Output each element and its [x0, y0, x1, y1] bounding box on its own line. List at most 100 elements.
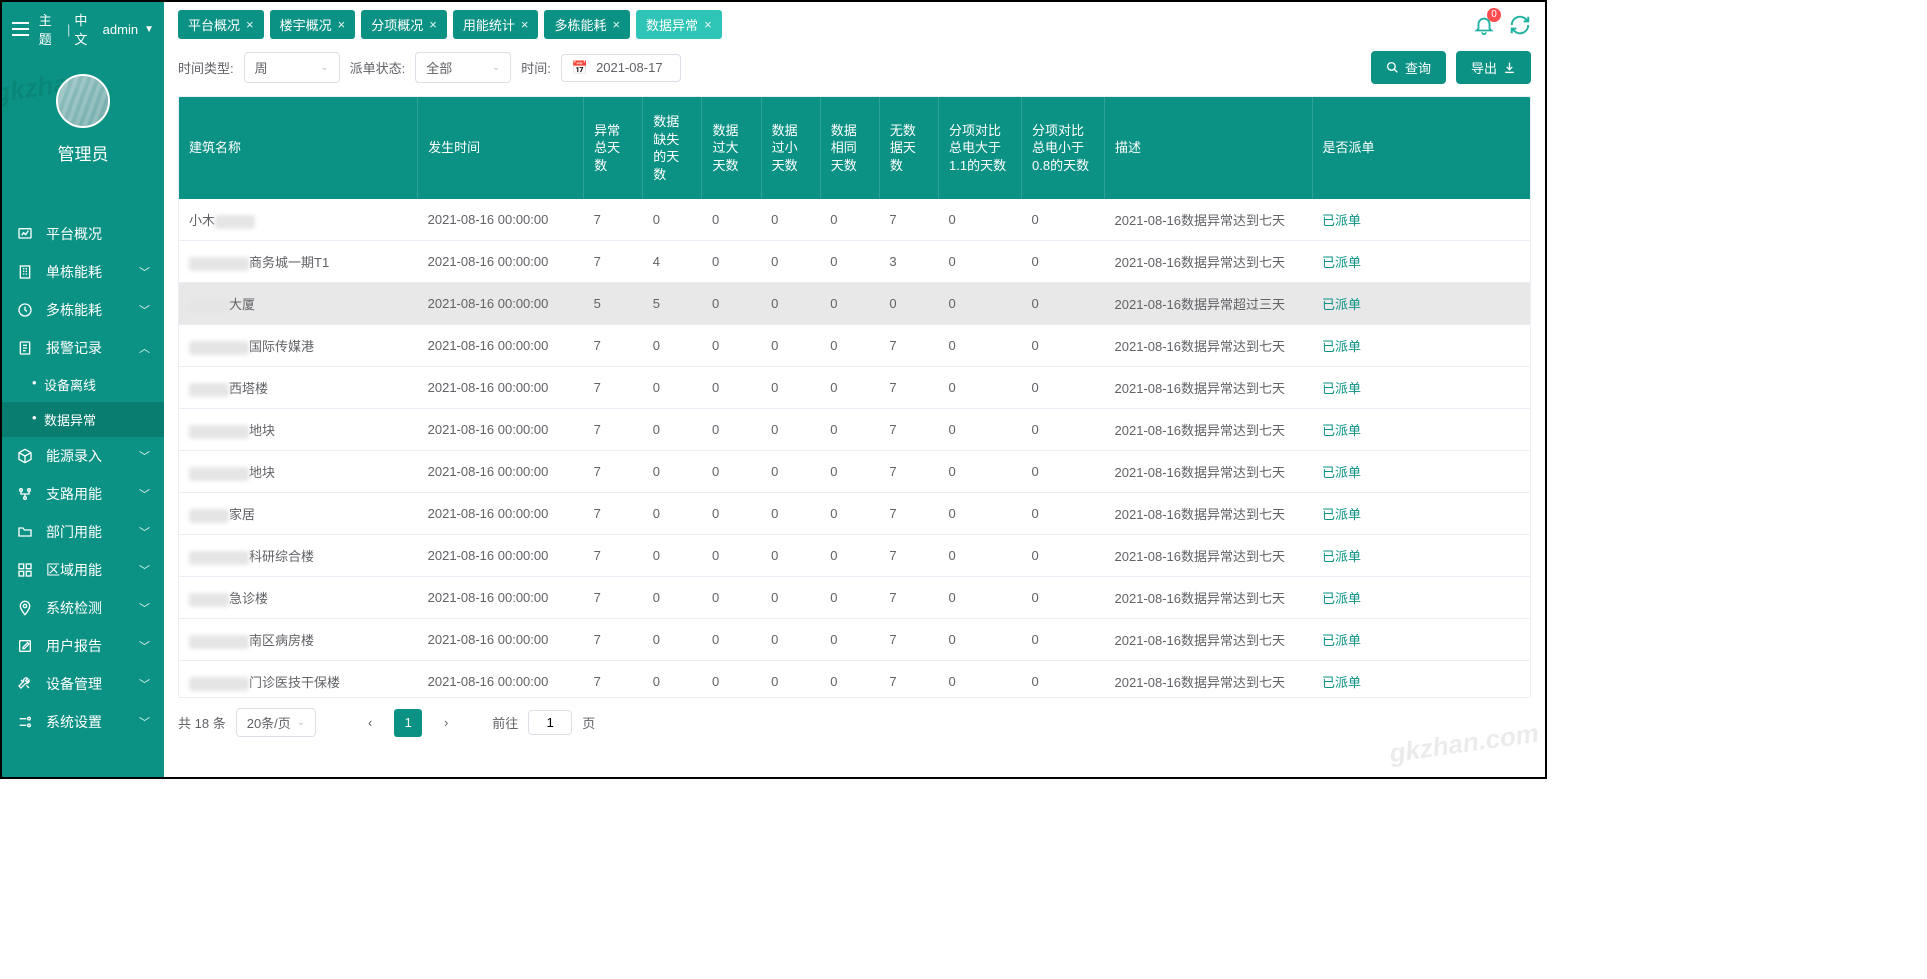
user-label[interactable]: admin [103, 22, 138, 37]
sidebar-item[interactable]: 用户报告﹀ [2, 627, 164, 665]
cell-desc: 2021-08-16数据异常达到七天 [1105, 577, 1313, 619]
cell-value: 0 [820, 325, 879, 367]
time-type-select[interactable]: 周 ⌄ [244, 52, 340, 83]
sidebar-item[interactable]: 平台概况 [2, 215, 164, 253]
sidebar-item[interactable]: 系统检测﹀ [2, 589, 164, 627]
sidebar-subitem[interactable]: 设备离线 [2, 367, 164, 402]
sidebar-item-label: 系统设置 [46, 712, 102, 732]
tab[interactable]: 分项概况× [361, 10, 447, 39]
cell-desc: 2021-08-16数据异常达到七天 [1105, 619, 1313, 661]
cell-value: 0 [879, 283, 938, 325]
table-row[interactable]: xx急诊楼2021-08-16 00:00:00700007002021-08-… [179, 577, 1530, 619]
table-row[interactable]: xx国际传媒港2021-08-16 00:00:00700007002021-0… [179, 325, 1530, 367]
sidebar-item[interactable]: 区域用能﹀ [2, 551, 164, 589]
close-icon[interactable]: × [612, 17, 620, 32]
cell-time: 2021-08-16 00:00:00 [418, 577, 584, 619]
query-button[interactable]: 查询 [1371, 51, 1446, 84]
sidebar-item[interactable]: 多栋能耗﹀ [2, 291, 164, 329]
tab[interactable]: 用能统计× [453, 10, 539, 39]
close-icon[interactable]: × [246, 17, 254, 32]
notification-bell-icon[interactable]: 0 [1473, 14, 1495, 36]
page-size-label: 20条/页 [247, 713, 291, 732]
table-row[interactable]: xx商务城一期T12021-08-16 00:00:00740003002021… [179, 241, 1530, 283]
table-row[interactable]: 小木xx2021-08-16 00:00:00700007002021-08-1… [179, 199, 1530, 241]
tab[interactable]: 楼宇概况× [270, 10, 356, 39]
cell-value: 0 [939, 283, 1022, 325]
tab[interactable]: 多栋能耗× [544, 10, 630, 39]
avatar[interactable] [56, 74, 110, 128]
redacted-text: xx [189, 467, 249, 481]
cell-value: 7 [584, 619, 643, 661]
cell-status: 已派单 [1312, 409, 1530, 451]
pagination: 共 18 条 20条/页 ⌄ ‹ 1 › 前往 页 [164, 698, 1545, 747]
cell-value: 0 [702, 493, 761, 535]
cell-value: 0 [820, 367, 879, 409]
close-icon[interactable]: × [429, 17, 437, 32]
table-row[interactable]: xx大厦2021-08-16 00:00:00550000002021-08-1… [179, 283, 1530, 325]
sidebar-item[interactable]: 报警记录︿ [2, 329, 164, 367]
table-scroll[interactable]: 建筑名称发生时间异常总天数数据缺失的天数数据过大天数数据过小天数数据相同天数无数… [179, 97, 1530, 697]
status-sent: 已派单 [1322, 423, 1361, 438]
cell-value: 7 [584, 577, 643, 619]
sidebar-item-label: 用户报告 [46, 636, 102, 656]
refresh-icon[interactable] [1509, 14, 1531, 36]
page-number-button[interactable]: 1 [394, 709, 422, 737]
sidebar-item[interactable]: 能源录入﹀ [2, 437, 164, 475]
cell-desc: 2021-08-16数据异常达到七天 [1105, 493, 1313, 535]
table-row[interactable]: xx地块2021-08-16 00:00:00700007002021-08-1… [179, 409, 1530, 451]
lang-label[interactable]: 中文 [74, 10, 98, 48]
cell-desc: 2021-08-16数据异常达到七天 [1105, 325, 1313, 367]
pin-icon [16, 599, 34, 617]
cell-value: 7 [584, 493, 643, 535]
cell-value: 0 [643, 661, 702, 697]
table-row[interactable]: xx科研综合楼2021-08-16 00:00:00700007002021-0… [179, 535, 1530, 577]
sidebar-subitem[interactable]: 数据异常 [2, 402, 164, 437]
cell-value: 7 [584, 661, 643, 697]
cell-value: 0 [702, 241, 761, 283]
cell-value: 7 [879, 409, 938, 451]
goto-page-input[interactable] [528, 710, 572, 735]
close-icon[interactable]: × [704, 17, 712, 32]
sidebar-item[interactable]: 系统设置﹀ [2, 703, 164, 741]
edit-icon [16, 637, 34, 655]
cell-name: xx门诊医技干保楼 [179, 661, 418, 697]
table-row[interactable]: xx家居2021-08-16 00:00:00700007002021-08-1… [179, 493, 1530, 535]
prev-page-button[interactable]: ‹ [356, 709, 384, 737]
close-icon[interactable]: × [521, 17, 529, 32]
sidebar-item[interactable]: 单栋能耗﹀ [2, 253, 164, 291]
tab[interactable]: 数据异常× [636, 10, 722, 39]
cell-name: xx商务城一期T1 [179, 241, 418, 283]
table-header-cell: 发生时间 [418, 97, 584, 199]
sidebar-item[interactable]: 支路用能﹀ [2, 475, 164, 513]
cell-value: 0 [939, 661, 1022, 697]
table-row[interactable]: xx南区病房楼2021-08-16 00:00:00700007002021-0… [179, 619, 1530, 661]
table-row[interactable]: xx西塔楼2021-08-16 00:00:00700007002021-08-… [179, 367, 1530, 409]
dispatch-select[interactable]: 全部 ⌄ [415, 52, 511, 83]
page-size-select[interactable]: 20条/页 ⌄ [236, 708, 316, 737]
table-row[interactable]: xx门诊医技干保楼2021-08-16 00:00:00700007002021… [179, 661, 1530, 697]
cell-value: 0 [761, 619, 820, 661]
next-page-button[interactable]: › [432, 709, 460, 737]
cell-value: 0 [820, 535, 879, 577]
user-dropdown-caret-icon[interactable]: ▼ [144, 24, 154, 35]
export-button[interactable]: 导出 [1456, 51, 1531, 84]
cell-desc: 2021-08-16数据异常达到七天 [1105, 241, 1313, 283]
sidebar-item[interactable]: 部门用能﹀ [2, 513, 164, 551]
theme-label[interactable]: 主题 [39, 10, 63, 48]
table-row[interactable]: xx地块2021-08-16 00:00:00700007002021-08-1… [179, 451, 1530, 493]
table-header-cell: 数据相同天数 [820, 97, 879, 199]
tools-icon [16, 675, 34, 693]
sidebar-item[interactable]: 设备管理﹀ [2, 665, 164, 703]
cell-value: 0 [702, 661, 761, 697]
goto-label: 前往 [492, 713, 518, 732]
cell-value: 7 [584, 367, 643, 409]
close-icon[interactable]: × [338, 17, 346, 32]
cell-value: 0 [643, 493, 702, 535]
cell-value: 0 [1022, 577, 1105, 619]
tab[interactable]: 平台概况× [178, 10, 264, 39]
hamburger-icon[interactable] [12, 22, 29, 36]
notification-badge: 0 [1487, 8, 1501, 22]
cell-value: 0 [939, 535, 1022, 577]
cell-name: xx大厦 [179, 283, 418, 325]
date-input[interactable]: 📅 2021-08-17 [561, 54, 681, 82]
